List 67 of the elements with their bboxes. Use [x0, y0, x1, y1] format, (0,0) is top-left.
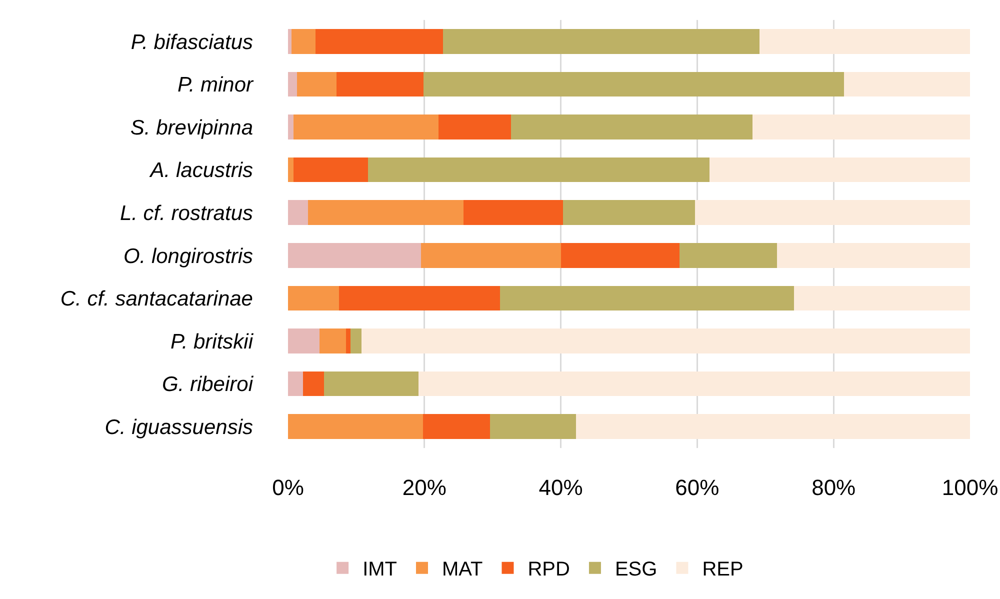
legend-label: REP — [702, 558, 744, 581]
bar — [560, 242, 680, 268]
bar — [288, 157, 294, 182]
y-tick-label: A. lacustris — [148, 159, 254, 182]
x-tick-label: 20% — [402, 475, 446, 500]
legend-label: RPD — [528, 558, 570, 581]
y-tick-label: C. cf. santacatarinae — [60, 288, 253, 311]
bar — [288, 414, 424, 440]
bar — [562, 200, 696, 226]
bar — [303, 371, 324, 396]
bar — [288, 114, 294, 140]
bar — [291, 28, 316, 54]
bar — [776, 242, 970, 268]
bar — [709, 157, 970, 182]
bar — [424, 72, 844, 97]
legend-label: MAT — [442, 558, 483, 581]
bar — [296, 72, 336, 97]
bar — [339, 286, 500, 311]
bar — [288, 328, 320, 354]
bar — [438, 114, 512, 140]
y-tick-label: P. bifasciatus — [130, 30, 254, 54]
x-tick-label: 80% — [812, 475, 856, 500]
x-tick-label: 100% — [942, 475, 998, 500]
bar — [288, 200, 308, 226]
bar — [315, 28, 443, 54]
y-tick-label: O. longirostris — [123, 244, 254, 268]
bar — [288, 286, 340, 311]
y-tick-label: P. britskii — [170, 330, 254, 354]
y-tick-label: S. brevipinna — [130, 116, 253, 140]
y-tick-label: C. iguassuensis — [104, 416, 254, 439]
bar — [844, 72, 970, 97]
legend-label: IMT — [362, 558, 398, 581]
bar — [350, 328, 362, 354]
bar — [423, 414, 490, 440]
bar — [293, 157, 368, 182]
bar — [576, 414, 970, 440]
bar — [463, 200, 563, 226]
bar — [500, 286, 794, 311]
bar — [794, 286, 970, 311]
bar — [511, 114, 752, 140]
bar — [442, 28, 760, 54]
y-tick-label: L. cf. rostratus — [120, 202, 254, 225]
x-tick-label: 40% — [538, 475, 583, 500]
bar — [336, 72, 424, 97]
x-tick-label: 0% — [272, 475, 304, 500]
bar — [308, 200, 464, 226]
bar — [288, 242, 421, 268]
bar — [288, 28, 292, 54]
bar — [293, 114, 439, 140]
legend-label: ESG — [614, 558, 658, 581]
bar — [418, 371, 970, 396]
bar — [759, 28, 970, 54]
y-tick-label: G. ribeiroi — [162, 373, 254, 396]
bar — [288, 72, 297, 97]
bar — [490, 414, 576, 440]
bar — [695, 200, 970, 226]
bar — [679, 242, 777, 268]
bar — [362, 328, 970, 354]
bar — [420, 242, 561, 268]
x-tick-label: 60% — [675, 475, 720, 500]
bar — [324, 371, 418, 396]
bar — [346, 328, 351, 354]
bar — [288, 371, 303, 396]
bar — [752, 114, 970, 140]
bar — [319, 328, 346, 354]
y-tick-label: P. minor — [178, 74, 254, 97]
bar — [368, 157, 710, 182]
